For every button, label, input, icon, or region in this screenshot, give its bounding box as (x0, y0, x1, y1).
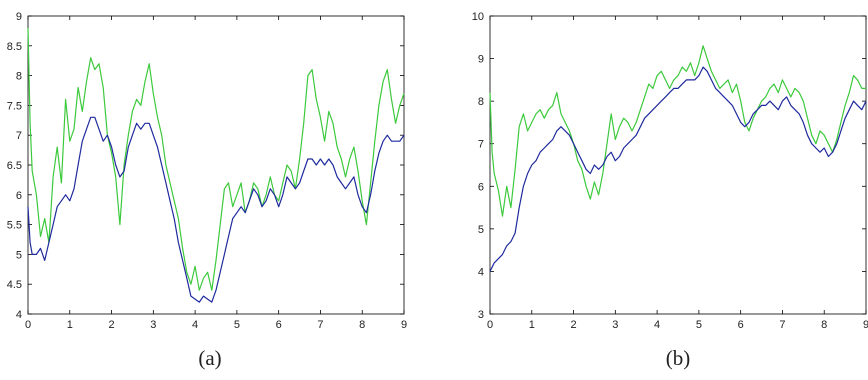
x-tick-label: 7 (779, 319, 785, 331)
plot-frame-1 (489, 15, 867, 315)
y-tick-label: 8 (478, 96, 484, 108)
plot-frame-0 (27, 15, 405, 315)
chart-panel-b: 0 1 2 3 4 5 6 7 8 9 3 4 5 6 7 8 9 10 (b) (448, 0, 868, 380)
y-tick-label: 7 (478, 139, 484, 151)
x-tick-label: 0 (25, 319, 31, 331)
y-tick-label: 4.5 (7, 279, 22, 291)
y-tick-label: 7 (16, 130, 22, 142)
x-tick-label: 5 (696, 319, 702, 331)
y-tick-label: 10 (472, 11, 484, 23)
y-tick-label: 5 (478, 224, 484, 236)
x-tick-label: 7 (317, 319, 323, 331)
y-tick-label: 8 (16, 71, 22, 83)
series-line-1 (489, 66, 867, 272)
line-chart-a: 0 1 2 3 4 5 6 7 8 9 4 4.5 5 5.5 6 6.5 7 7.5 8 8.5 9 (7, 11, 407, 331)
chart-panel-a: 0 1 2 3 4 5 6 7 8 9 4 4.5 5 5.5 6 6.5 7 7.5 8 8.5 9 (a) (0, 0, 420, 380)
x-tick-label: 0 (487, 319, 493, 331)
x-tick-label: 1 (67, 319, 73, 331)
x-tick-label: 6 (738, 319, 744, 331)
x-tick-label: 3 (612, 319, 618, 331)
y-tick-label: 5 (16, 249, 22, 261)
x-tick-label: 9 (401, 319, 407, 331)
series-line-0 (489, 45, 866, 217)
x-tick-label: 2 (570, 319, 576, 331)
x-tick-label: 6 (276, 319, 282, 331)
y-tick-label: 6.5 (7, 160, 22, 172)
caption-b: (b) (665, 346, 691, 370)
y-tick-label: 4 (478, 266, 484, 278)
x-tick-label: 2 (108, 319, 114, 331)
y-tick-label: 6 (478, 181, 484, 193)
y-tick-label: 6 (16, 190, 22, 202)
x-tick-label: 9 (863, 319, 868, 331)
x-tick-label: 4 (654, 319, 660, 331)
series-line-1 (27, 116, 405, 303)
x-tick-label: 4 (192, 319, 198, 331)
x-tick-label: 8 (359, 319, 365, 331)
series-line-0 (27, 27, 405, 291)
x-tick-label: 1 (529, 319, 535, 331)
y-tick-label: 7.5 (7, 100, 22, 112)
y-tick-label: 3 (478, 309, 484, 321)
y-tick-label: 5.5 (7, 220, 22, 232)
y-tick-label: 8.5 (7, 41, 22, 53)
y-tick-label: 4 (16, 309, 22, 321)
x-tick-label: 5 (234, 319, 240, 331)
y-tick-label: 9 (478, 54, 484, 66)
y-tick-label: 9 (16, 11, 22, 23)
x-tick-label: 8 (821, 319, 827, 331)
caption-a: (a) (198, 346, 222, 370)
x-tick-label: 3 (150, 319, 156, 331)
line-chart-b: 0 1 2 3 4 5 6 7 8 9 3 4 5 6 7 8 9 10 (472, 11, 868, 331)
